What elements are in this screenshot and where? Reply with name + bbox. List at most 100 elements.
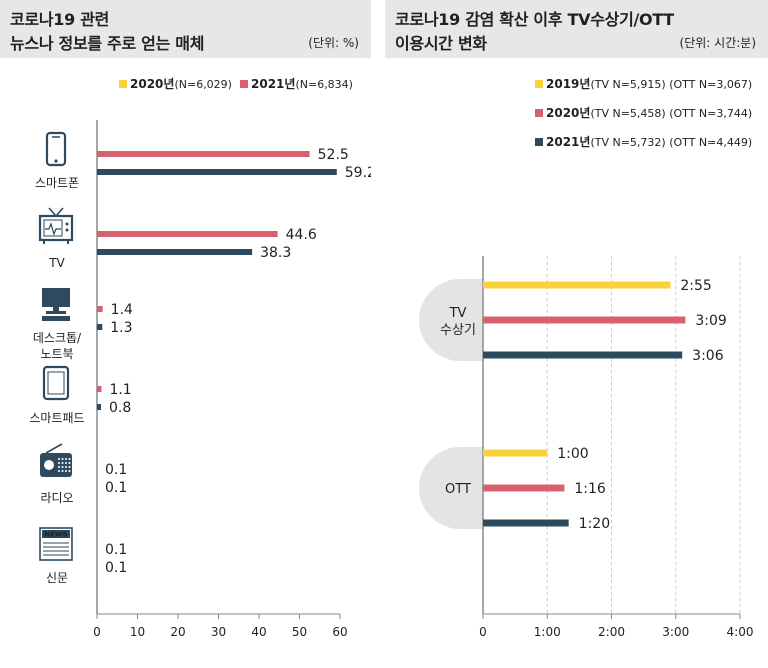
x-tick-label: 20	[170, 625, 185, 639]
category-label: 데스크톱/	[33, 331, 82, 345]
right-title-line1: 코로나19 감염 확산 이후 TV수상기/OTT	[395, 10, 674, 29]
bar-2020년	[483, 484, 565, 492]
x-tick-label: 30	[211, 625, 226, 639]
monitor-screen	[42, 288, 70, 307]
radio-grille-dot	[65, 466, 67, 468]
legend-swatch-0	[119, 80, 127, 88]
legend-label-1: 2021년(N=6,834)	[251, 77, 353, 91]
right-title-line2: 이용시간 변화	[395, 34, 487, 53]
radio-icon	[40, 443, 72, 477]
legend-swatch-0	[535, 80, 543, 88]
bar-2021	[97, 404, 101, 410]
value-label: 2:55	[680, 278, 711, 294]
x-tick-label: 10	[130, 625, 145, 639]
tablet-screen	[47, 371, 65, 395]
radio-grille-dot	[65, 470, 67, 472]
radio-grille-dot	[68, 466, 71, 468]
x-tick-label: 2:00	[598, 625, 625, 639]
radio-body	[40, 453, 72, 477]
tablet-body	[42, 365, 70, 401]
radio-grille-dot	[58, 466, 60, 468]
radio-grille-dot	[61, 462, 64, 464]
bar-2021년	[483, 351, 683, 359]
bar-2020	[97, 231, 278, 237]
right-chart-panel: 코로나19 감염 확산 이후 TV수상기/OTT 이용시간 변화 (단위: 시간…	[385, 0, 768, 668]
category-label: 노트북	[40, 347, 73, 361]
category-label: 스마트패드	[29, 411, 84, 425]
left-title-line1: 코로나19 관련	[10, 10, 110, 29]
tablet-icon	[42, 365, 70, 401]
radio-grille-dot	[61, 466, 64, 468]
group-label: TV	[449, 306, 467, 321]
value-label: 0.1	[105, 480, 127, 496]
right-bar-chart: 2019년(TV N=5,915) (OTT N=3,067) 2020년(TV …	[419, 77, 754, 639]
phone-button	[54, 159, 58, 163]
right-unit-label: (단위: 시간:분)	[679, 36, 756, 50]
radio-grille-dot	[58, 458, 60, 460]
bar-2021	[97, 324, 103, 330]
bar-2020년	[483, 316, 686, 324]
tv-body	[38, 214, 74, 242]
legend-label-0: 2020년(N=6,029)	[130, 77, 232, 91]
x-tick-label: 4:00	[727, 625, 754, 639]
category-label: 스마트폰	[35, 176, 79, 190]
tv-knob	[65, 228, 69, 232]
x-tick-label: 60	[332, 625, 347, 639]
category-label: TV	[48, 256, 65, 270]
left-unit-label: (단위: %)	[308, 36, 359, 50]
bar-2020	[97, 306, 103, 312]
keyboard	[42, 316, 70, 321]
value-label: 1:20	[579, 516, 610, 532]
group-label: OTT	[445, 482, 471, 497]
x-tick-label: 0	[93, 625, 101, 639]
radio-grille-dot	[61, 458, 64, 460]
radio-grille-dot	[68, 458, 71, 460]
bar-2021년	[483, 519, 569, 527]
value-label: 1:00	[557, 446, 588, 462]
radio-grille-dot	[65, 462, 67, 464]
legend-label-0: 2019년(TV N=5,915) (OTT N=3,067)	[546, 77, 752, 91]
left-bar-chart: 2020년(N=6,029) 2021년(N=6,834) 0 10 20 30 40 50 6…	[29, 77, 376, 639]
value-label: 1.3	[110, 320, 132, 336]
x-tick-label: 3:00	[662, 625, 689, 639]
radio-grille-dot	[61, 470, 64, 472]
paper-masthead-text: NEWS	[44, 531, 67, 539]
value-label: 0.1	[105, 462, 127, 478]
phone-body	[45, 131, 67, 167]
radio-grille-dot	[68, 470, 71, 472]
value-label: 3:06	[692, 348, 724, 364]
value-label: 44.6	[286, 227, 317, 243]
value-label: 1.4	[111, 302, 133, 318]
group-pill	[419, 447, 483, 529]
tv-wave	[45, 222, 61, 236]
legend-swatch-1	[535, 109, 543, 117]
bar-2020	[97, 151, 310, 157]
bar-2019년	[483, 281, 671, 289]
monitor-base	[46, 311, 66, 314]
value-label: 52.5	[318, 147, 349, 163]
legend-label-2: 2021년(TV N=5,732) (OTT N=4,449)	[546, 135, 752, 149]
category-label: 라디오	[40, 491, 73, 505]
value-label: 1:16	[574, 481, 606, 497]
left-header: 코로나19 관련 뉴스나 정보를 주로 얻는 매체 (단위: %)	[0, 0, 371, 58]
radio-grille-dot	[58, 470, 60, 472]
value-label: 0.1	[105, 560, 127, 576]
paper-masthead	[42, 530, 70, 538]
bar-2019년	[483, 449, 548, 457]
legend-label-1: 2020년(TV N=5,458) (OTT N=3,744)	[546, 106, 752, 120]
desktop-icon	[42, 288, 70, 321]
value-label: 0.1	[105, 542, 127, 558]
radio-grille-dot	[65, 458, 67, 460]
tv-knob	[65, 222, 69, 226]
smartphone-icon	[45, 131, 67, 167]
bar-2021	[97, 249, 253, 255]
tv-icon	[38, 207, 74, 244]
radio-grille-dot	[58, 462, 60, 464]
tv-antenna-left	[48, 207, 57, 217]
category-label: 신문	[46, 571, 68, 585]
value-label: 59.2	[345, 165, 376, 181]
bar-2021	[97, 169, 337, 175]
radio-antenna	[45, 443, 63, 454]
panel-gap	[371, 0, 385, 668]
monitor-neck	[53, 307, 59, 311]
